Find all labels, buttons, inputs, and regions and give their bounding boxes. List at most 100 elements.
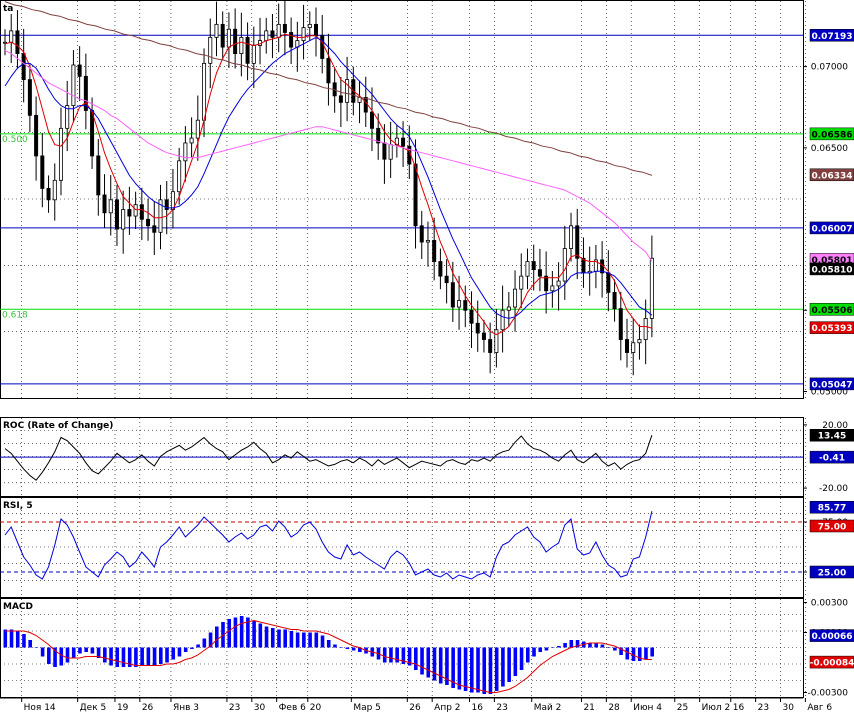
indicator-tag: 0.05393 xyxy=(809,321,854,334)
candle-body xyxy=(357,97,362,103)
rsi-tag-box xyxy=(809,500,854,514)
macd-bar xyxy=(650,647,654,657)
candle-body xyxy=(46,188,51,201)
level-tag: 0.05506 xyxy=(809,303,854,316)
candle-body xyxy=(432,240,437,262)
panel-title-bg xyxy=(1,600,31,611)
macd-bar xyxy=(351,647,356,651)
macd-bar xyxy=(532,647,536,657)
candle-body xyxy=(618,308,623,340)
roc-tag-label: -0.41 xyxy=(819,454,845,464)
candle-body xyxy=(195,119,200,139)
y-tick-label: 0.00300 xyxy=(811,599,848,609)
macd-bar xyxy=(96,647,101,658)
ma-line-ma-pink xyxy=(4,49,653,262)
candle-body xyxy=(264,30,269,42)
candle-body xyxy=(40,155,45,189)
y-tick-label: -20.00 xyxy=(819,484,848,494)
macd-tag: 0.00066 xyxy=(809,629,854,642)
macd-bar xyxy=(525,647,530,663)
candle-body xyxy=(313,23,318,37)
x-tick-label: 20 xyxy=(310,703,322,713)
candle-body xyxy=(21,53,26,80)
candle-body xyxy=(401,137,406,147)
macd-bar xyxy=(196,644,200,648)
macd-bar xyxy=(9,629,14,648)
x-tick-label: 16 xyxy=(472,703,484,713)
candle-body xyxy=(239,36,244,55)
candle-body xyxy=(27,79,32,116)
macd-signal-line xyxy=(5,619,652,693)
candle-body xyxy=(58,127,63,181)
macd-bar xyxy=(252,620,256,648)
candle-body xyxy=(369,111,374,129)
x-axis: Ноя 14 Дек 5 19 26 Янв 3 23 30 Фев 6 20 Мар 5 26 Ап… xyxy=(0,697,832,713)
level-tag-box xyxy=(809,127,854,141)
candle-body xyxy=(276,23,281,38)
macd-bar xyxy=(594,643,598,648)
macd-bar xyxy=(103,647,107,663)
macd-bar xyxy=(28,640,32,648)
candle-body xyxy=(3,41,8,44)
candle-body xyxy=(139,204,144,220)
candle-body xyxy=(413,163,418,227)
x-tick-label: Июл 2 xyxy=(702,703,731,713)
macd-bar xyxy=(575,640,580,648)
rsi-line xyxy=(4,511,653,580)
macd-bar xyxy=(190,647,194,649)
macd-bar xyxy=(600,644,605,648)
y-tick-label: 20.00 xyxy=(822,421,848,431)
level-tag-box xyxy=(809,303,854,316)
macd-bar xyxy=(445,647,449,685)
panel-frame xyxy=(0,0,804,399)
macd-bar xyxy=(451,647,455,688)
macd-bar xyxy=(246,617,250,648)
indicator-tag-label: 0.06334 xyxy=(812,171,853,181)
macd-bar xyxy=(463,647,468,691)
panel-title-text: ROC (Rate of Change) xyxy=(3,421,113,431)
macd-bar xyxy=(53,647,57,667)
macd-bar xyxy=(569,640,574,648)
candle-body xyxy=(500,309,505,331)
candle-body xyxy=(506,306,511,311)
macd-bar xyxy=(501,647,505,687)
macd-bar xyxy=(557,646,561,648)
candle-body xyxy=(108,199,113,214)
candle-body xyxy=(637,339,642,344)
macd-bar xyxy=(395,647,399,663)
candle-body xyxy=(233,28,238,55)
macd-bar xyxy=(345,647,350,649)
x-tick-label: Июн 4 xyxy=(633,703,662,713)
x-tick-label: Ноя 14 xyxy=(24,703,56,713)
candle-body xyxy=(127,209,132,217)
candle-body xyxy=(606,272,611,293)
y-tick-label: 0.05000 xyxy=(811,388,848,398)
x-tick-label: Дек 5 xyxy=(80,703,107,713)
level-tag-label: 0.05506 xyxy=(812,306,853,316)
x-tick-label: Мар 5 xyxy=(353,703,381,713)
rsi-tag: 75.00 xyxy=(809,519,854,533)
candle-body xyxy=(270,30,275,38)
indicator-tag: 0.05810 xyxy=(809,262,854,275)
macd-bar xyxy=(588,643,592,648)
macd-bar xyxy=(414,647,418,670)
candle-body xyxy=(245,36,250,64)
rsi-tag: 85.77 xyxy=(809,500,854,514)
macd-bar xyxy=(538,647,543,652)
candle-body xyxy=(376,127,381,144)
candle-body xyxy=(338,95,343,103)
x-tick-label: 23 xyxy=(496,703,507,713)
macd-tag-box xyxy=(809,629,854,642)
candle-body xyxy=(625,339,630,353)
macd-bar xyxy=(109,647,113,666)
candle-body xyxy=(513,288,518,308)
panel-title-text: RSI, 5 xyxy=(3,501,33,511)
candle-body xyxy=(631,342,636,353)
indicator-tag-label: 0.05393 xyxy=(812,324,853,334)
x-tick-label: Авг 6 xyxy=(807,703,832,713)
ma-line-ma-red xyxy=(4,33,653,336)
macd-bar xyxy=(358,647,362,652)
macd-bar xyxy=(214,626,219,648)
macd-bar xyxy=(171,647,176,660)
candle-body xyxy=(214,23,219,38)
